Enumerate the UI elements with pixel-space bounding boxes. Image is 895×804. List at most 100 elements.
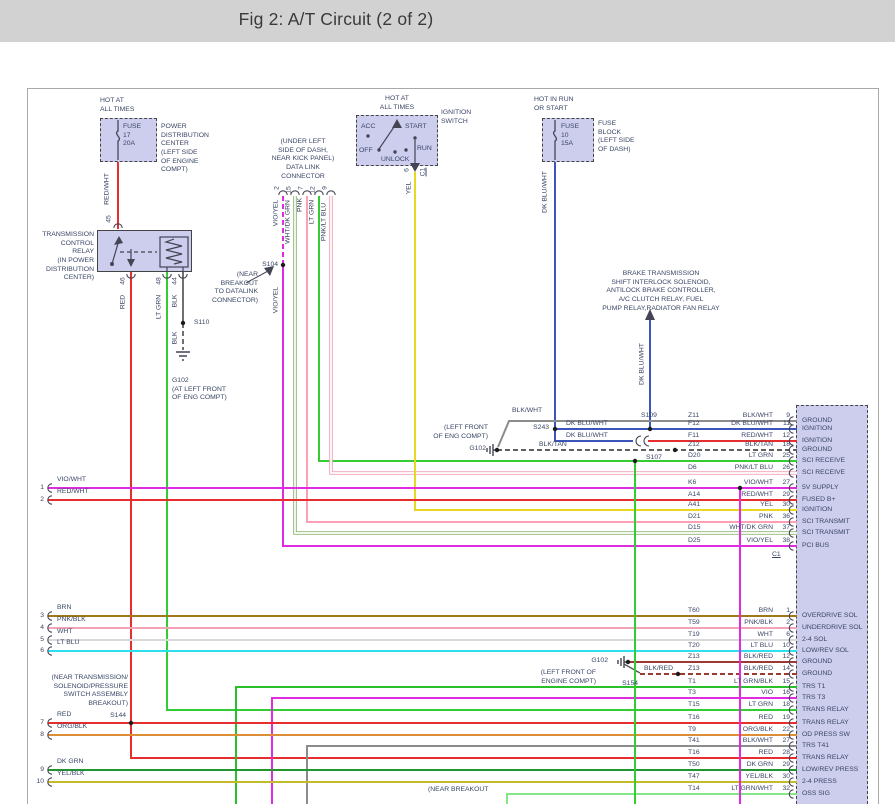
left-pin-number: 1 [40, 484, 44, 491]
hot-at-all-times-left: HOT AT ALL TIMES [100, 97, 135, 113]
splice-s243 [552, 426, 558, 432]
whtdkgrn-v: WHT/DK GRN [284, 200, 292, 244]
c1-row-code: D15 [688, 524, 701, 531]
trans-row-code: T50 [688, 761, 700, 768]
ground-g102b [486, 444, 497, 456]
c1-row-code: A41 [688, 501, 701, 508]
splice-s144 [128, 720, 134, 726]
trans-row-code: T19 [688, 631, 700, 638]
near-breakout-2-label: (NEAR BREAKOUT [428, 786, 489, 793]
trans-row-color: BLK/WHT [742, 737, 773, 744]
c1-row-pin: 36 [782, 513, 790, 520]
z11-blkwht-wire [497, 420, 797, 448]
near-breakout-datalink-label: (NEAR BREAKOUT TO DATALINK CONNECTOR) [212, 271, 258, 305]
splice-s104 [280, 262, 286, 268]
ign-unlock: UNLOCK [381, 156, 410, 163]
fuse2-dkblu-wire [554, 162, 633, 442]
c1-row-code: F11 [688, 432, 700, 439]
c1-row-pin: 26 [782, 464, 790, 471]
terminal-arc [326, 190, 336, 196]
trans-row-function: TRANS RELAY [802, 754, 849, 761]
c1-row-pin: 25 [782, 452, 790, 459]
c1-row-code: A14 [688, 491, 701, 498]
s104-pointer-line [245, 270, 269, 284]
c1-row-code: Z12 [688, 441, 700, 448]
ign-run: RUN [417, 145, 432, 152]
trans-row-pin: 12 [782, 653, 790, 660]
vioyel-v2: VIO/YEL [272, 286, 280, 314]
ground-g102c [617, 656, 628, 668]
c1-row-pin: 18 [782, 441, 790, 448]
trans-row-color: DK GRN [746, 761, 773, 768]
terminal-arc [314, 190, 324, 196]
s110-label: S110 [194, 319, 210, 326]
c1-row-color: YEL [760, 501, 773, 508]
trans-row-pin-arc [788, 635, 794, 645]
c1-row-pin: 9 [786, 412, 790, 419]
c1-row-pin-arc [788, 468, 794, 478]
trans-row-color: LT GRN/WHT [731, 785, 773, 792]
ignition-exit-arrowhead [410, 163, 420, 172]
trans-row-color: LT BLU [750, 642, 773, 649]
trans-row-color: BLK/RED [743, 665, 773, 672]
z13-diagonal [623, 663, 641, 674]
fuse2-symbol [552, 120, 558, 160]
trans-row-function: TRS T1 [802, 683, 826, 690]
g102b-name: G102 [469, 445, 486, 452]
c1-row-color: RED/WHT [741, 432, 773, 439]
left-pin-color: BRN [57, 604, 72, 611]
c1-row-function: SCI TRANSMIT [802, 518, 850, 525]
trans-row-pin: 14 [782, 665, 790, 672]
terminal-arc [643, 435, 650, 447]
trans-row-function: GROUND [802, 670, 833, 677]
trans-row-code: T20 [688, 642, 700, 649]
trans-row-pin-arc [788, 623, 794, 633]
c1-row-function: IGNITION [802, 437, 833, 444]
left-pin-color: DK GRN [57, 758, 84, 765]
pin-48: 48 [155, 277, 163, 285]
trans-row-pin-arc [788, 741, 794, 751]
fuse2-box [542, 118, 594, 162]
fuse1-box [100, 118, 157, 162]
fuse1-text: FUSE 17 20A [123, 123, 142, 148]
left-pin-number: 10 [36, 778, 44, 785]
trans-row-pin: 32 [782, 785, 790, 792]
ltgrn-v2: LT GRN [308, 199, 316, 225]
trans-row-pin-arc [788, 753, 794, 763]
left-pin-arc [47, 483, 53, 493]
dlc-vioyel-wire [282, 265, 797, 547]
c1-row-code: D25 [688, 537, 701, 544]
c1-row-code: F12 [688, 420, 700, 427]
left-pin-number: 8 [40, 731, 44, 738]
trans-row-code: Z13 [688, 653, 700, 660]
left-pin-color: LT BLU [57, 639, 80, 646]
dkbluwht-v2: DK BLU/WHT [638, 343, 646, 385]
t41-blkwht-wire [306, 745, 797, 804]
c1-row-pin-arc [788, 495, 794, 505]
trans-row-function: GROUND [802, 658, 833, 665]
c1-row-pin: 37 [782, 524, 790, 531]
g102b-side-label: (LEFT FRONT OF ENG COMPT) [433, 424, 488, 440]
dkbluwht-v1: DK BLU/WHT [541, 171, 549, 213]
red-v: RED [119, 294, 127, 310]
c1-row-function: 5V SUPPLY [802, 484, 839, 491]
t3-vio-wire [271, 697, 797, 804]
left-pin-color: RED [57, 711, 72, 718]
trans-row-function: 2-4 SOL [802, 636, 828, 643]
c1-row-pin-arc [788, 483, 794, 493]
trans-row-code: T9 [688, 726, 696, 733]
power-distribution-center-label: POWER DISTRIBUTION CENTER (LEFT SIDE OF … [161, 123, 209, 174]
left-pin-number: 2 [40, 496, 44, 503]
s104-label: S104 [262, 261, 278, 268]
pin-46: 46 [119, 277, 127, 285]
trans-row-color: ORG/BLK [742, 726, 773, 733]
dlc-pnk-wire [306, 196, 797, 523]
left-pin-number: 6 [40, 647, 44, 654]
trans-row-code: T15 [688, 701, 700, 708]
c1-row-pin-arc [788, 456, 794, 466]
trans-row-pin-arc [788, 646, 794, 656]
trans-row-pin: 10 [782, 642, 790, 649]
c1-row-pin: 12 [782, 432, 790, 439]
trans-row-function: UNDERDRIVE SOL [802, 624, 863, 631]
